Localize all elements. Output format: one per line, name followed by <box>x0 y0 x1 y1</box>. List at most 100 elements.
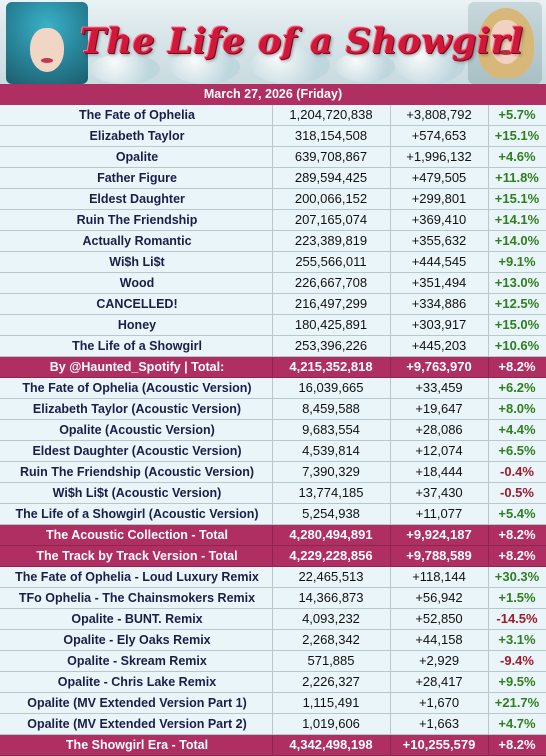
table-row: Wi$h Li$t (Acoustic Version) 13,774,185 +3… <box>0 483 546 504</box>
total-streams: 16,039,665 <box>298 380 364 395</box>
daily-gain: +2,929 <box>418 653 460 668</box>
artist-portrait-left <box>6 2 88 84</box>
table-row: Actually Romantic 223,389,819 +355,632 +14.… <box>0 231 546 252</box>
column-divider <box>390 147 391 167</box>
column-divider <box>488 588 489 608</box>
percent-change: +15.1% <box>494 191 540 206</box>
daily-gain: +56,942 <box>415 590 463 605</box>
daily-gain: +37,430 <box>415 485 463 500</box>
column-divider <box>488 336 489 356</box>
portrait-lips <box>499 50 513 55</box>
total-streams: 1,019,606 <box>302 716 360 731</box>
header-banner: The Life of a Showgirl <box>0 0 546 84</box>
percent-change: +12.5% <box>494 296 540 311</box>
daily-gain: +28,086 <box>415 422 463 437</box>
column-divider <box>488 210 489 230</box>
daily-gain: +574,653 <box>411 128 467 143</box>
column-divider <box>390 378 391 398</box>
track-name: Ruin The Friendship (Acoustic Version) <box>19 465 255 479</box>
daily-gain: +369,410 <box>411 212 467 227</box>
track-name: Actually Romantic <box>82 234 192 248</box>
track-name: Opalite (MV Extended Version Part 2) <box>27 717 247 731</box>
column-divider <box>272 588 273 608</box>
percent-change: +13.0% <box>494 275 540 290</box>
daily-gain: +303,917 <box>411 317 467 332</box>
daily-gain: +9,788,589 <box>406 548 472 563</box>
column-divider <box>390 504 391 524</box>
total-row: The Showgirl Era - Total 4,342,498,198 +10… <box>0 735 546 756</box>
track-name: Opalite <box>115 150 159 164</box>
track-name: The Fate of Ophelia <box>79 108 195 122</box>
table-row: Opalite - Chris Lake Remix 2,226,327 +28,4… <box>0 672 546 693</box>
decorative-pebble <box>395 44 465 84</box>
column-divider <box>488 567 489 587</box>
column-divider <box>390 315 391 335</box>
column-divider <box>488 693 489 713</box>
track-name: Elizabeth Taylor <box>89 129 185 143</box>
column-divider <box>488 168 489 188</box>
column-divider <box>272 294 273 314</box>
decorative-pebble <box>250 46 330 84</box>
percent-change: +8.2% <box>498 359 536 374</box>
column-divider <box>272 462 273 482</box>
column-divider <box>272 168 273 188</box>
total-streams: 1,115,491 <box>302 695 360 710</box>
table-row: CANCELLED! 216,497,299 +334,886 +12.5% <box>0 294 546 315</box>
column-divider <box>488 147 489 167</box>
percent-change: -14.5% <box>496 611 538 626</box>
column-divider <box>488 294 489 314</box>
total-streams: 8,459,588 <box>302 401 360 416</box>
column-divider <box>390 357 391 377</box>
track-name: Opalite - Ely Oaks Remix <box>63 633 211 647</box>
column-divider <box>488 441 489 461</box>
column-divider <box>390 609 391 629</box>
total-streams: 4,093,232 <box>302 611 360 626</box>
daily-gain: +1,996,132 <box>406 149 472 164</box>
total-streams: 4,229,228,856 <box>289 548 373 563</box>
track-name: Wi$h Li$t <box>109 255 165 269</box>
daily-gain: +299,801 <box>411 191 467 206</box>
track-name: Opalite - BUNT. Remix <box>71 612 203 626</box>
total-row: The Track by Track Version - Total 4,229,… <box>0 546 546 567</box>
column-divider <box>488 105 489 125</box>
column-divider <box>272 336 273 356</box>
total-streams: 253,396,226 <box>294 338 368 353</box>
decorative-pebble <box>335 52 395 82</box>
column-divider <box>488 609 489 629</box>
percent-change: +6.5% <box>498 443 536 458</box>
column-divider <box>390 630 391 650</box>
artist-portrait-right <box>468 2 542 84</box>
track-name: The Fate of Ophelia - Loud Luxury Remix <box>15 570 259 584</box>
column-divider <box>390 420 391 440</box>
column-divider <box>488 273 489 293</box>
portrait-face <box>490 20 522 64</box>
portrait-lips <box>41 58 53 63</box>
table-row: The Fate of Ophelia (Acoustic Version) 16… <box>0 378 546 399</box>
total-streams: 318,154,508 <box>294 128 368 143</box>
table-row: Opalite - Ely Oaks Remix 2,268,342 +44,158… <box>0 630 546 651</box>
daily-gain: +52,850 <box>415 611 463 626</box>
track-name: Opalite (Acoustic Version) <box>59 423 215 437</box>
column-divider <box>272 441 273 461</box>
percent-change: +21.7% <box>494 695 540 710</box>
column-divider <box>272 714 273 734</box>
table-row: Opalite - Skream Remix 571,885 +2,929 -9.4% <box>0 651 546 672</box>
table-row: Wood 226,667,708 +351,494 +13.0% <box>0 273 546 294</box>
daily-gain: +11,077 <box>415 506 463 521</box>
daily-gain: +1,670 <box>418 695 460 710</box>
percent-change: +8.2% <box>498 737 536 752</box>
track-name: Opalite (MV Extended Version Part 1) <box>27 696 247 710</box>
column-divider <box>390 336 391 356</box>
track-name: Elizabeth Taylor (Acoustic Version) <box>32 402 242 416</box>
column-divider <box>272 525 273 545</box>
column-divider <box>272 231 273 251</box>
column-divider <box>272 609 273 629</box>
table-row: Ruin The Friendship 207,165,074 +369,410 +1… <box>0 210 546 231</box>
track-name: Eldest Daughter (Acoustic Version) <box>32 444 242 458</box>
percent-change: +14.1% <box>494 212 540 227</box>
table-row: Eldest Daughter 200,066,152 +299,801 +15.1% <box>0 189 546 210</box>
column-divider <box>272 735 273 755</box>
column-divider <box>488 483 489 503</box>
total-streams: 289,594,425 <box>294 170 368 185</box>
total-streams: 639,708,867 <box>294 149 368 164</box>
